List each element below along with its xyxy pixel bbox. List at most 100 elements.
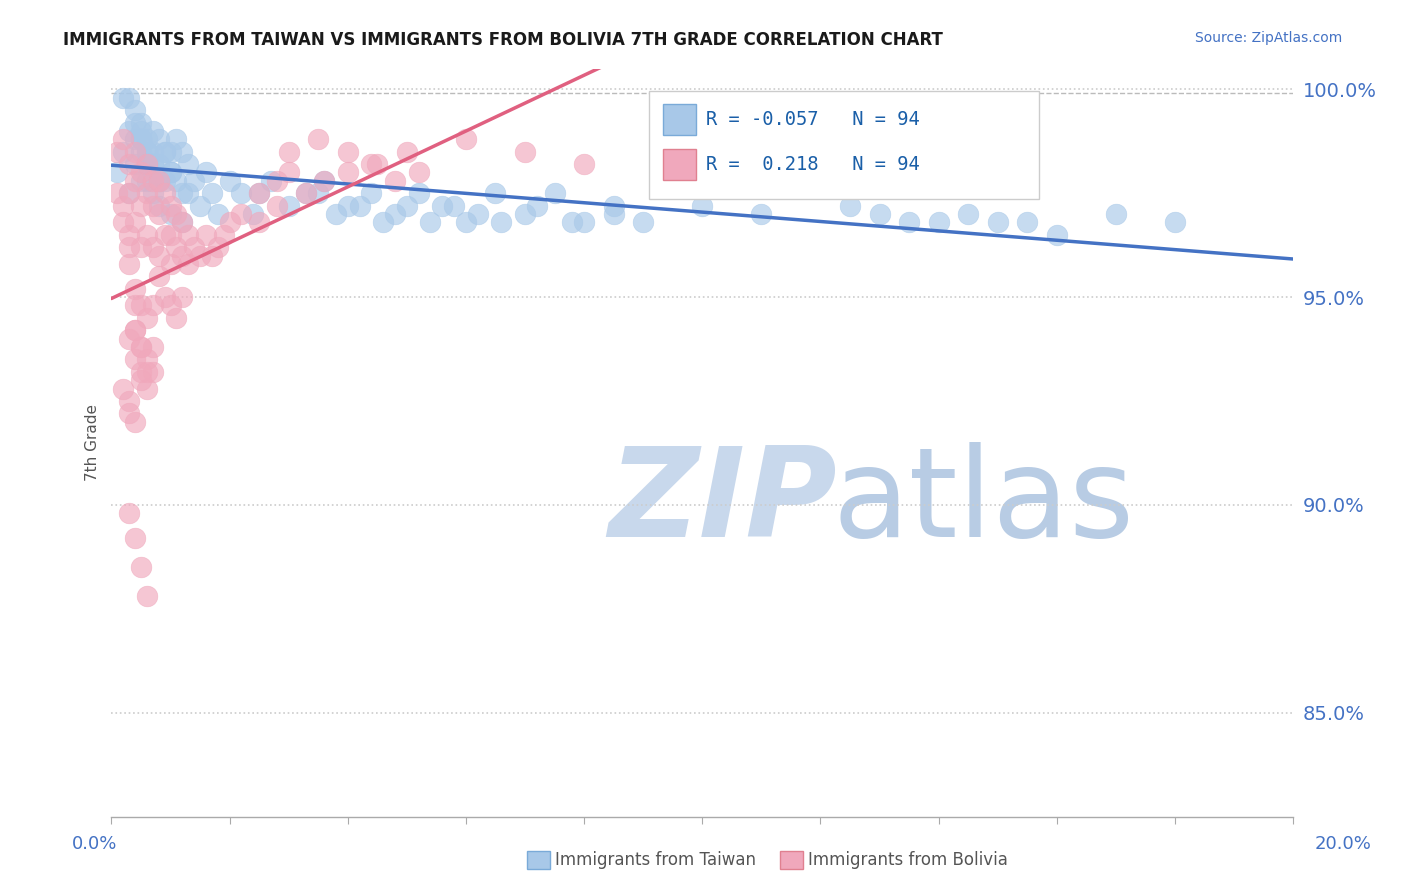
Point <box>112 215 135 229</box>
Point <box>384 207 406 221</box>
Point <box>112 90 135 104</box>
Text: R =  0.218   N = 94: R = 0.218 N = 94 <box>706 155 920 174</box>
Text: 0.0%: 0.0% <box>72 835 117 853</box>
Point <box>366 157 388 171</box>
Point <box>135 174 157 188</box>
Point <box>295 186 318 201</box>
Point <box>148 207 170 221</box>
Point <box>188 199 211 213</box>
Point <box>373 215 395 229</box>
Point <box>513 145 536 159</box>
Point <box>124 531 146 545</box>
Point <box>1046 227 1069 242</box>
Point <box>177 227 200 242</box>
Point <box>159 207 181 221</box>
Point <box>135 157 157 171</box>
Point <box>172 290 194 304</box>
Text: IMMIGRANTS FROM TAIWAN VS IMMIGRANTS FROM BOLIVIA 7TH GRADE CORRELATION CHART: IMMIGRANTS FROM TAIWAN VS IMMIGRANTS FRO… <box>63 31 943 49</box>
Point <box>183 174 205 188</box>
Point <box>165 240 187 254</box>
Point <box>692 199 714 213</box>
Point <box>129 132 152 146</box>
Point <box>153 227 176 242</box>
Point <box>207 240 229 254</box>
Point <box>307 186 329 201</box>
Point <box>153 290 176 304</box>
Point <box>172 215 194 229</box>
Point <box>129 240 152 254</box>
Point <box>395 199 418 213</box>
Point <box>118 406 141 420</box>
Point <box>142 199 165 213</box>
Point <box>118 240 141 254</box>
Point <box>148 157 170 171</box>
Point <box>188 248 211 262</box>
Point <box>194 165 217 179</box>
Point <box>165 132 187 146</box>
Point <box>572 157 595 171</box>
Point <box>159 165 181 179</box>
Point <box>129 340 152 354</box>
Point <box>135 382 157 396</box>
Point <box>1164 215 1187 229</box>
Point <box>177 186 200 201</box>
Point <box>124 415 146 429</box>
Point <box>129 199 152 213</box>
Point <box>159 165 181 179</box>
Point <box>118 506 141 520</box>
Point <box>395 145 418 159</box>
Point <box>142 157 165 171</box>
Point <box>231 186 253 201</box>
Point <box>105 165 128 179</box>
Point <box>124 174 146 188</box>
Point <box>987 215 1010 229</box>
Point <box>194 227 217 242</box>
Point <box>898 215 921 229</box>
Point <box>129 298 152 312</box>
Point <box>159 199 181 213</box>
Point <box>172 145 194 159</box>
Point <box>124 115 146 129</box>
Point <box>135 186 157 201</box>
Point <box>349 199 371 213</box>
Point <box>266 174 288 188</box>
Point <box>360 186 382 201</box>
Point <box>295 186 318 201</box>
Point <box>454 132 477 146</box>
Point <box>148 132 170 146</box>
Point <box>1105 207 1128 221</box>
Bar <box>664 149 696 180</box>
Point <box>201 186 224 201</box>
Point <box>129 145 152 159</box>
Point <box>408 186 430 201</box>
Point <box>165 310 187 325</box>
Point <box>260 174 283 188</box>
Point <box>484 186 506 201</box>
Text: ZIP: ZIP <box>607 442 837 563</box>
Point <box>135 227 157 242</box>
Point <box>129 560 152 574</box>
Point <box>129 165 152 179</box>
Point <box>513 207 536 221</box>
Point <box>148 174 170 188</box>
Point <box>360 157 382 171</box>
Point <box>118 186 141 201</box>
Point <box>266 199 288 213</box>
Text: Immigrants from Taiwan: Immigrants from Taiwan <box>555 851 756 869</box>
Point <box>135 352 157 367</box>
Point <box>572 215 595 229</box>
Point <box>124 157 146 171</box>
Point <box>118 90 141 104</box>
Point <box>129 124 152 138</box>
Point <box>153 145 176 159</box>
Point <box>124 323 146 337</box>
Point <box>177 257 200 271</box>
Point <box>129 365 152 379</box>
Point <box>159 145 181 159</box>
Point <box>314 174 336 188</box>
Point <box>118 157 141 171</box>
Point <box>165 174 187 188</box>
Point <box>631 215 654 229</box>
Point <box>159 227 181 242</box>
Point <box>212 227 235 242</box>
